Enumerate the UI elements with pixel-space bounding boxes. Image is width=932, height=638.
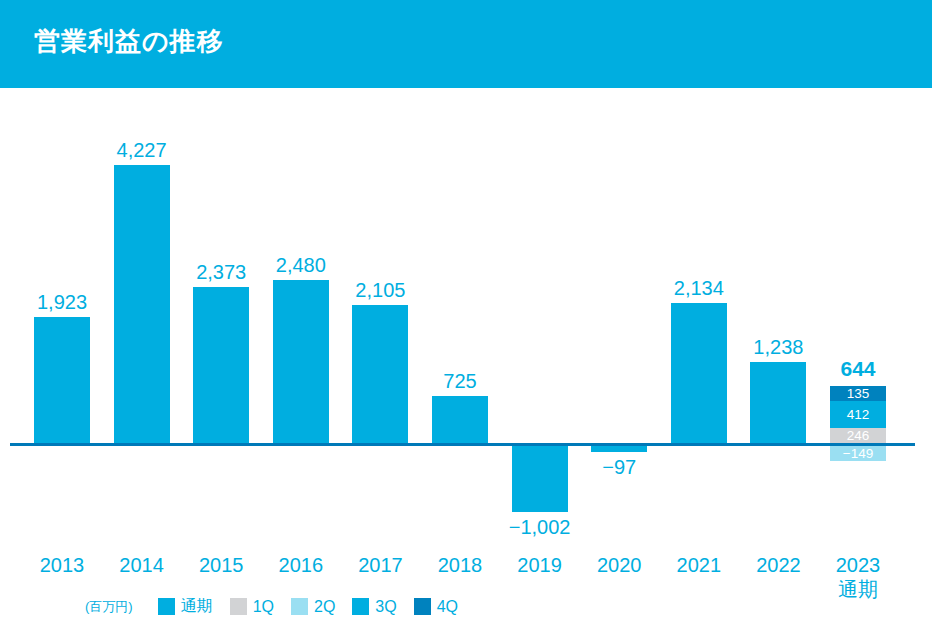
- year-label-2019: 2019: [495, 553, 585, 577]
- bar-2021: [671, 303, 727, 444]
- bar-2019: [512, 446, 568, 512]
- bar-2021-value-label: 2,134: [654, 276, 744, 300]
- legend-swatch-q1: [230, 598, 247, 615]
- legend-swatch-full-year: [158, 598, 175, 615]
- bar-2020: [591, 446, 647, 452]
- year-label-2023: 2023通期: [813, 553, 903, 601]
- year-label-2015: 2015: [176, 553, 266, 577]
- legend-label-q3: 3Q: [375, 598, 396, 616]
- bar-2023-segment-4q: 135: [830, 386, 886, 401]
- legend-label-full-year: 通期: [181, 596, 213, 617]
- bar-2013: [34, 317, 90, 444]
- bar-2016: [273, 280, 329, 444]
- x-axis-line: [10, 443, 915, 446]
- unit-label: (百万円): [85, 598, 133, 616]
- legend-item-q3: 3Q: [352, 598, 396, 616]
- legend-swatch-q4: [414, 598, 431, 615]
- legend-label-q1: 1Q: [253, 598, 274, 616]
- legend-item-q2: 2Q: [291, 598, 335, 616]
- year-label-2014: 2014: [97, 553, 187, 577]
- bar-2023-total-label: 644: [813, 357, 903, 381]
- bar-2018: [432, 396, 488, 444]
- year-label-2018: 2018: [415, 553, 505, 577]
- bar-2020-value-label: −97: [574, 455, 664, 479]
- bar-2022: [750, 362, 806, 444]
- bar-2017-value-label: 2,105: [335, 278, 425, 302]
- legend-item-q4: 4Q: [414, 598, 458, 616]
- bar-chart: 1,923 2013 4,227 2014 2,373 2015 2,480 2016 2,10…: [0, 0, 932, 638]
- bar-2019-value-label: −1,002: [495, 515, 585, 539]
- year-label-2016: 2016: [256, 553, 346, 577]
- bar-2015: [193, 287, 249, 444]
- legend-swatch-q3: [352, 598, 369, 615]
- legend-swatch-q2: [291, 598, 308, 615]
- chart-legend: (百万円) 通期 1Q 2Q 3Q 4Q: [85, 596, 458, 617]
- bar-2015-value-label: 2,373: [176, 260, 266, 284]
- bar-2017: [352, 305, 408, 444]
- year-label-2022: 2022: [733, 553, 823, 577]
- legend-item-q1: 1Q: [230, 598, 274, 616]
- year-label-2013: 2013: [17, 553, 107, 577]
- bar-2023-segment-3q: 412: [830, 401, 886, 428]
- bar-2022-value-label: 1,238: [733, 335, 823, 359]
- year-label-2017: 2017: [335, 553, 425, 577]
- legend-label-q4: 4Q: [437, 598, 458, 616]
- bar-2018-value-label: 725: [415, 369, 505, 393]
- legend-label-q2: 2Q: [314, 598, 335, 616]
- year-sublabel: 通期: [813, 577, 903, 601]
- bar-2016-value-label: 2,480: [256, 253, 346, 277]
- bar-2023-segment-1q: 246: [830, 428, 886, 444]
- bar-2014: [114, 165, 170, 444]
- bar-2014-value-label: 4,227: [97, 138, 187, 162]
- legend-item-full-year: 通期: [158, 596, 213, 617]
- bar-2013-value-label: 1,923: [17, 290, 107, 314]
- year-label-2020: 2020: [574, 553, 664, 577]
- slide: 営業利益の推移 1,92320134,22720142,37320152,480…: [0, 0, 932, 638]
- bar-2023-segment-2q: −149: [830, 446, 886, 461]
- year-label-2021: 2021: [654, 553, 744, 577]
